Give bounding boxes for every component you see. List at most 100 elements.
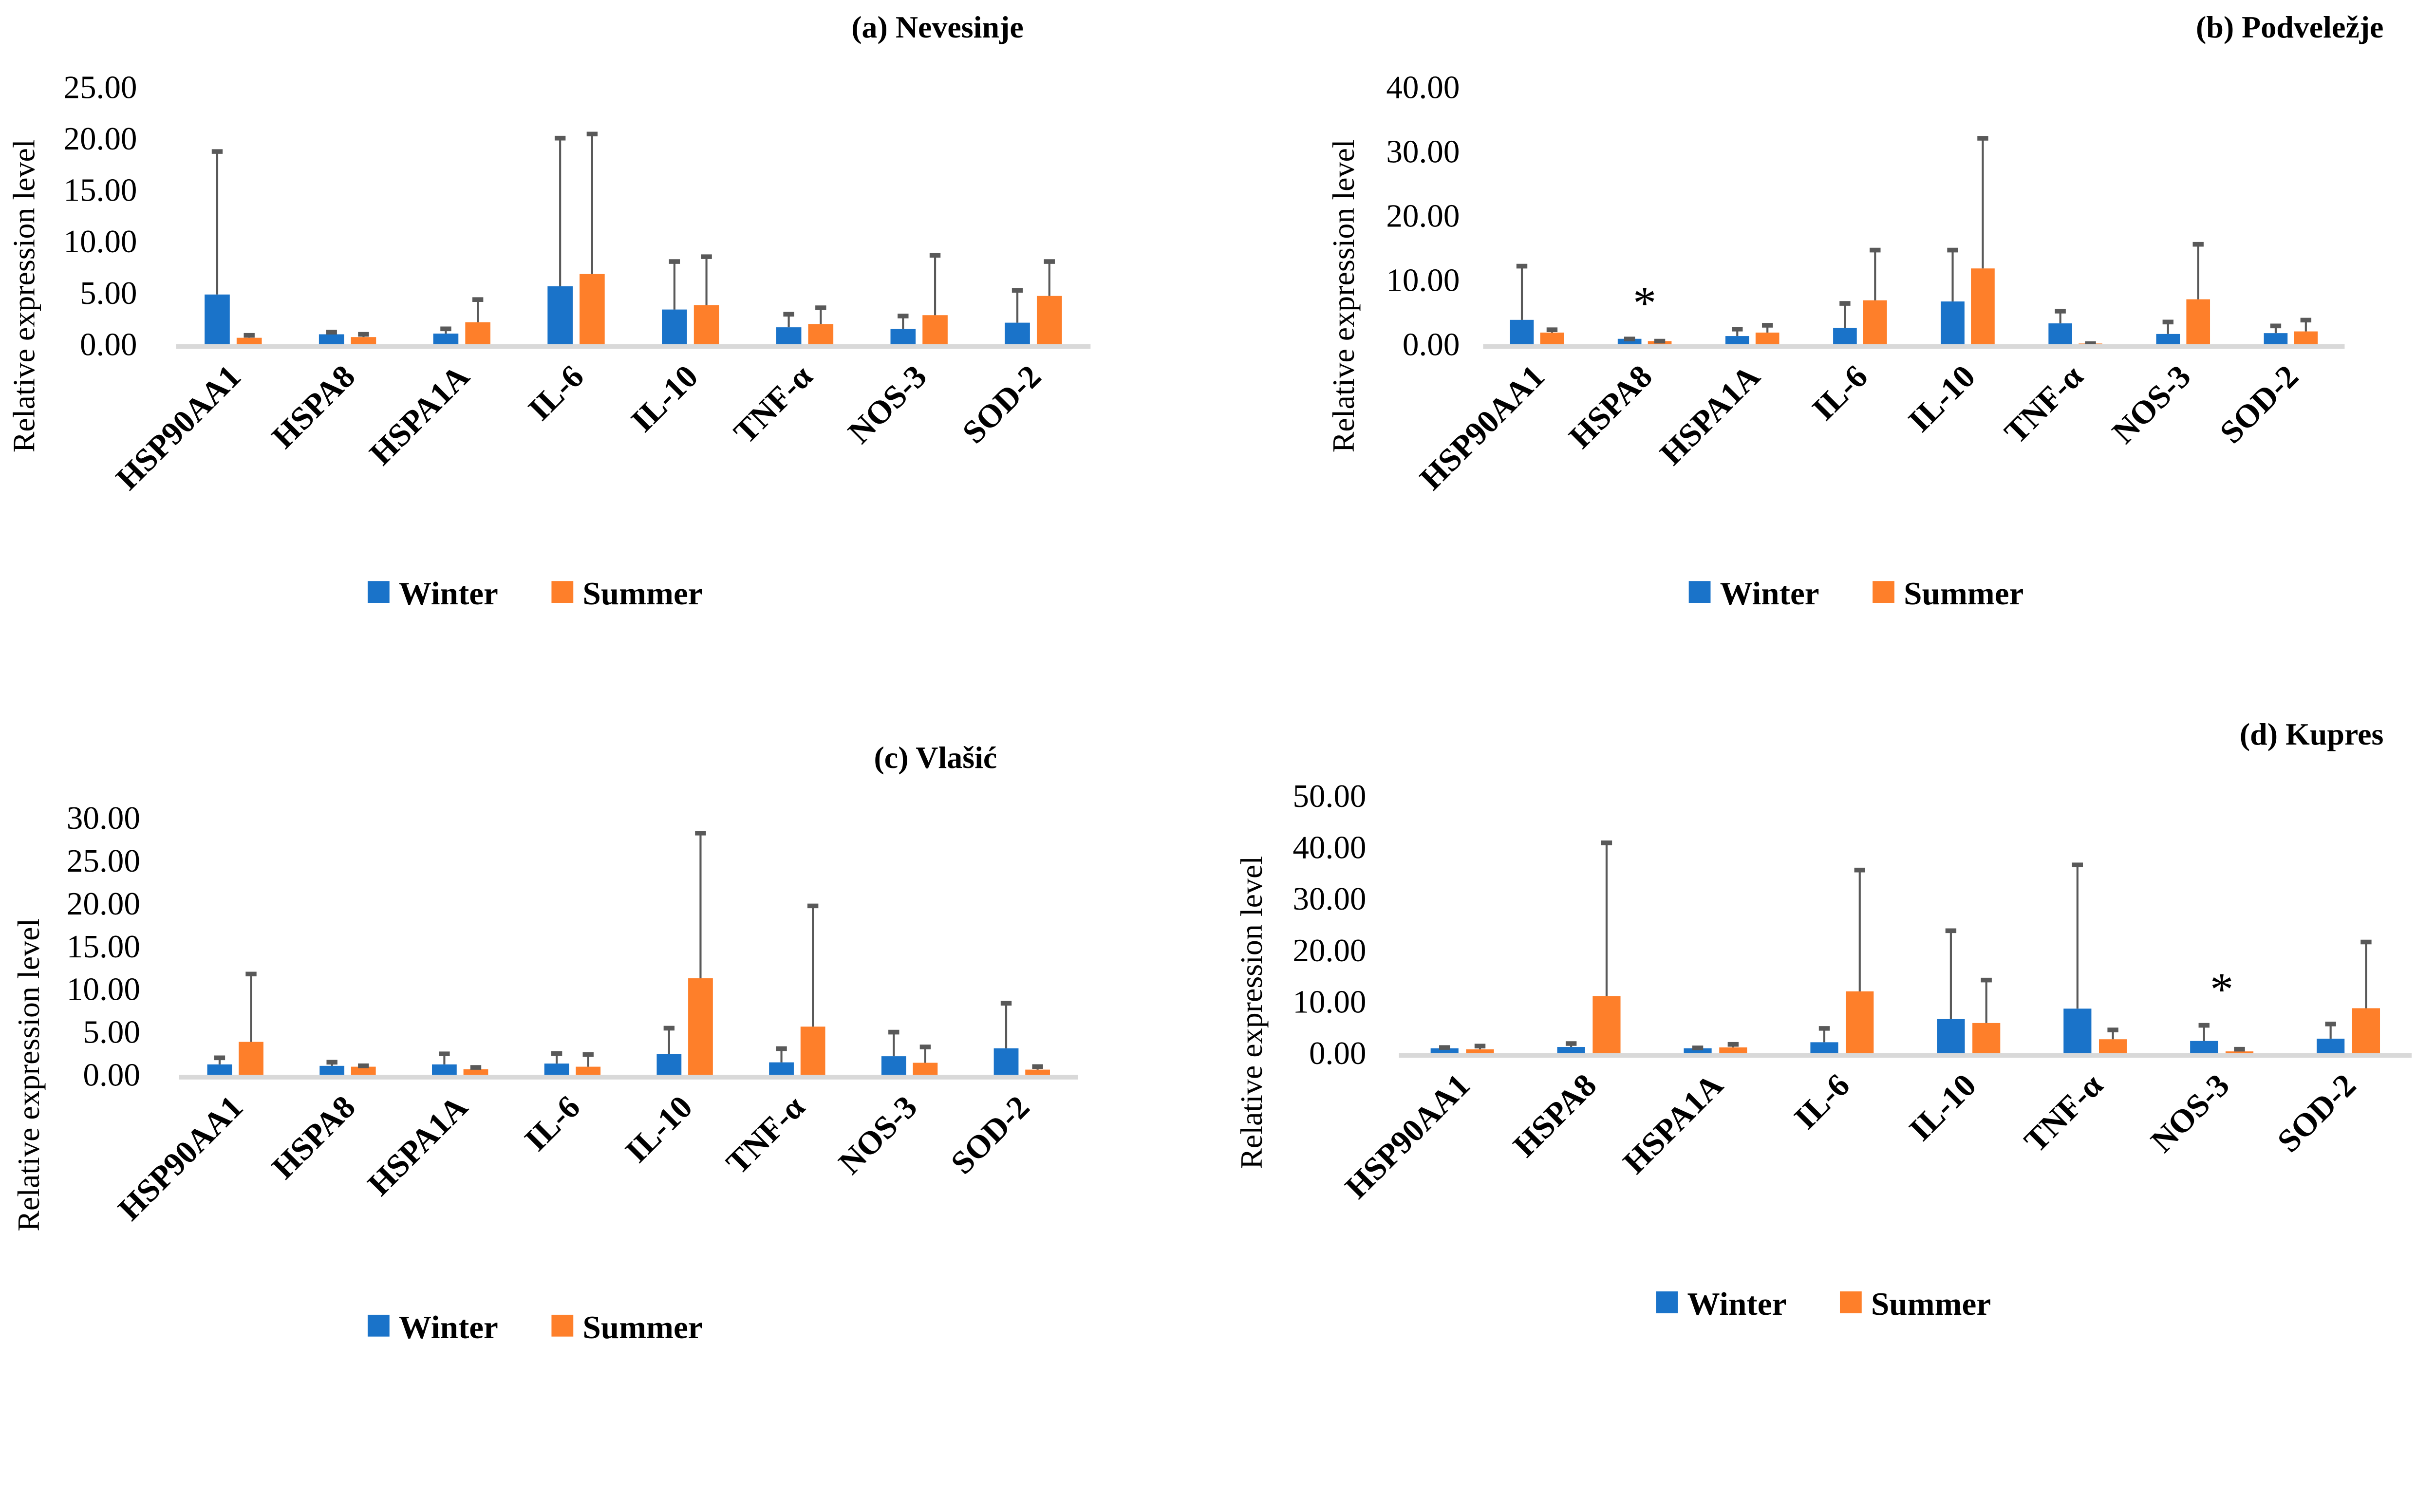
chart-panel-3: (d) Kupres Relative expression level 0.00 1… (1234, 717, 2412, 1322)
y-tick-label: 0.00 (83, 1057, 140, 1093)
x-category-label: SOD-2 (2270, 1066, 2363, 1159)
bar-summer-nos-3 (913, 1063, 938, 1075)
bar-summer-hspa1a (1719, 1047, 1747, 1053)
y-tick-label: 10.00 (67, 971, 140, 1008)
x-category-label: IL-10 (1901, 358, 1982, 439)
bar-summer-sod-2 (2294, 331, 2318, 344)
legend-label-summer: Summer (582, 575, 702, 612)
bar-summer-il-6 (1846, 991, 1874, 1053)
bar-summer-il-10 (693, 305, 719, 344)
legend-label-summer: Summer (582, 1309, 702, 1345)
y-tick-label: 15.00 (63, 172, 137, 208)
legend: Winter Summer (367, 575, 703, 612)
y-tick-label: 10.00 (1386, 261, 1460, 298)
bar-summer-il-6 (576, 1066, 601, 1075)
legend-swatch-winter (367, 581, 390, 603)
x-category-label: NOS-3 (831, 1088, 924, 1181)
x-category-label: HSPA1A (1653, 358, 1767, 472)
x-category-label: HSPA8 (1562, 358, 1659, 455)
chart-title: (d) Kupres (2240, 717, 2384, 751)
significance-marker: * (1633, 277, 1656, 329)
legend-swatch-winter (1688, 581, 1711, 603)
y-tick-label: 40.00 (1292, 829, 1366, 866)
legend-swatch-winter (1656, 1291, 1678, 1313)
x-category-label: SOD-2 (944, 1088, 1036, 1181)
legend-swatch-winter (367, 1314, 390, 1337)
bar-winter-tnf-α (2063, 1008, 2092, 1053)
x-category-label: IL-6 (1805, 358, 1874, 428)
bar-winter-hspa1a (1684, 1048, 1712, 1053)
y-tick-label: 0.00 (1403, 326, 1460, 362)
x-category-label: IL-6 (521, 358, 591, 428)
legend-label-summer: Summer (1871, 1286, 1991, 1322)
y-axis-title: Relative expression level (11, 918, 46, 1232)
x-category-label: SOD-2 (955, 358, 1048, 450)
bar-summer-tnf-α (800, 1027, 825, 1075)
bar-summer-sod-2 (2352, 1008, 2380, 1053)
bar-summer-hspa1a (465, 322, 490, 344)
bar-summer-hspa8 (1592, 996, 1621, 1053)
x-category-label: HSP90AA1 (1413, 358, 1552, 497)
y-tick-label: 30.00 (67, 800, 140, 836)
x-category-label: IL-10 (624, 358, 705, 439)
x-category-label: HSP90AA1 (111, 1088, 250, 1227)
bar-winter-hsp90aa1 (1510, 319, 1534, 344)
y-tick-label: 20.00 (1386, 197, 1460, 234)
bar-summer-hspa8 (351, 337, 376, 344)
figure: (a) Nevesinje Relative expression level 0.… (6, 10, 2412, 1345)
y-tick-label: 10.00 (63, 223, 137, 260)
y-axis-title: Relative expression level (6, 139, 41, 452)
legend-label-winter: Winter (1687, 1286, 1786, 1322)
bar-winter-hspa8 (319, 1065, 345, 1075)
chart-panel-0: (a) Nevesinje Relative expression level 0.… (6, 10, 1091, 612)
bar-summer-il-6 (1863, 300, 1887, 344)
x-category-label: HSPA1A (360, 1088, 474, 1202)
bar-winter-hspa8 (1617, 338, 1642, 344)
bar-winter-nos-3 (890, 329, 916, 344)
bar-winter-sod-2 (1005, 322, 1030, 344)
x-category-label: NOS-3 (2105, 358, 2197, 450)
bar-winter-il-6 (1810, 1042, 1838, 1053)
bar-winter-il-10 (1941, 301, 1965, 344)
bar-winter-sod-2 (993, 1048, 1019, 1075)
bar-winter-il-6 (544, 1064, 569, 1075)
bar-winter-il-10 (662, 309, 687, 344)
bar-summer-nos-3 (922, 315, 948, 344)
y-tick-label: 20.00 (67, 885, 140, 922)
x-category-label: TNF-α (1997, 358, 2090, 450)
y-tick-label: 5.00 (80, 275, 137, 311)
bar-summer-il-10 (1972, 1023, 2001, 1053)
x-category-label: IL-10 (618, 1088, 699, 1169)
x-category-label: HSPA8 (1506, 1066, 1603, 1164)
bar-winter-hspa1a (432, 1064, 457, 1075)
bar-summer-hsp90aa1 (1466, 1049, 1494, 1053)
x-category-label: SOD-2 (2212, 358, 2305, 450)
bar-summer-hsp90aa1 (239, 1042, 263, 1075)
y-tick-label: 20.00 (63, 120, 137, 157)
x-category-label: IL-6 (1787, 1066, 1856, 1136)
y-tick-label: 25.00 (67, 842, 140, 879)
x-category-label: IL-10 (1902, 1066, 1983, 1147)
legend: Winter Summer (367, 1309, 703, 1345)
bar-summer-hspa1a (1755, 332, 1779, 344)
y-tick-label: 20.00 (1292, 932, 1366, 969)
bar-summer-sod-2 (1025, 1069, 1050, 1075)
y-tick-label: 15.00 (67, 928, 140, 965)
bar-winter-sod-2 (2264, 333, 2288, 344)
chart-panel-2: (c) Vlašić Relative expression level 0.00 5… (11, 740, 1078, 1345)
bar-winter-hsp90aa1 (1430, 1048, 1459, 1053)
y-tick-label: 40.00 (1386, 69, 1460, 106)
bar-winter-il-6 (547, 286, 573, 344)
chart-panel-1: (b) Podveležje Relative expression level 0… (1326, 10, 2384, 612)
x-category-label: HSPA1A (362, 358, 476, 472)
bar-summer-tnf-α (808, 324, 834, 344)
y-axis-title: Relative expression level (1234, 856, 1269, 1169)
y-axis-title: Relative expression level (1326, 139, 1361, 452)
bar-winter-tnf-α (769, 1062, 794, 1075)
bar-summer-il-10 (1971, 268, 1995, 344)
bar-winter-hspa8 (1557, 1047, 1585, 1053)
legend-label-winter: Winter (399, 575, 498, 612)
bar-summer-hspa8 (351, 1066, 376, 1075)
bar-summer-sod-2 (1036, 296, 1062, 344)
bar-winter-tnf-α (2048, 323, 2072, 344)
